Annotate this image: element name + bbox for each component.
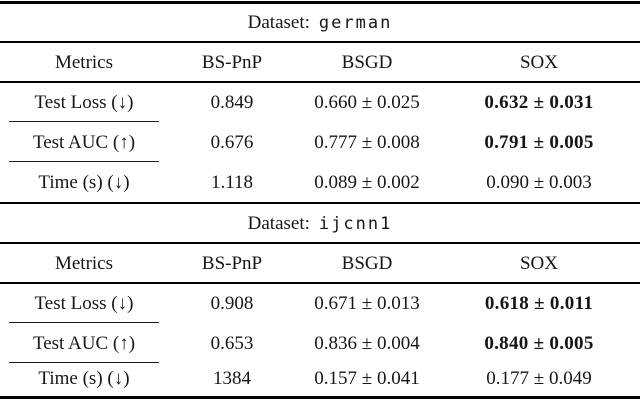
metric-label: Test Loss (↓) [34, 293, 134, 314]
table-row-test-auc-ijcnn1: Test AUC (↑) 0.653 0.836 ± 0.004 0.840 ±… [0, 324, 640, 364]
metric-label: Time (s) (↓) [38, 368, 130, 389]
rule-below-header-ijcnn1 [0, 282, 640, 284]
value-sox-best: 0.791 ± 0.005 [484, 132, 594, 153]
rule-below-dataset-german [0, 41, 640, 43]
metric-label: Test Loss (↓) [34, 92, 134, 113]
value-bsgd: 0.660 ± 0.025 [314, 92, 420, 113]
value-bsgd: 0.777 ± 0.008 [314, 132, 420, 153]
table-row-time-german: Time (s) (↓) 1.118 0.089 ± 0.002 0.090 ±… [0, 163, 640, 203]
dataset-title-ijcnn1: Dataset: ijcnn1 [0, 204, 640, 243]
value-bs-pnp: 0.676 [210, 132, 254, 153]
cline-test-auc-german [9, 161, 159, 163]
value-bsgd: 0.836 ± 0.004 [314, 333, 420, 354]
table-row-test-auc-german: Test AUC (↑) 0.676 0.777 ± 0.008 0.791 ±… [0, 123, 640, 163]
value-sox: 0.177 ± 0.049 [486, 368, 592, 389]
column-header-metrics: Metrics [54, 51, 114, 73]
value-bs-pnp: 1384 [213, 368, 251, 389]
table-row-test-loss-german: Test Loss (↓) 0.849 0.660 ± 0.025 0.632 … [0, 83, 640, 123]
value-bs-pnp: 1.118 [210, 172, 254, 193]
value-bs-pnp: 0.908 [210, 293, 254, 314]
cline-test-loss-ijcnn1 [9, 322, 159, 324]
value-bsgd: 0.089 ± 0.002 [314, 172, 420, 193]
metric-label: Time (s) (↓) [38, 172, 130, 193]
value-sox-best: 0.632 ± 0.031 [484, 92, 594, 113]
cline-test-auc-ijcnn1 [9, 362, 159, 364]
table-row-time-ijcnn1: Time (s) (↓) 1384 0.157 ± 0.041 0.177 ± … [0, 361, 640, 397]
value-bsgd: 0.671 ± 0.013 [314, 293, 420, 314]
header-row-german: Metrics BS-PnP BSGD SOX [0, 43, 640, 82]
dataset-label: Dataset: [247, 11, 310, 33]
column-header-bs-pnp: BS-PnP [201, 252, 263, 274]
value-bsgd: 0.157 ± 0.041 [314, 368, 420, 389]
dataset-label: Dataset: [247, 212, 310, 234]
dataset-name-german: german [318, 12, 393, 33]
value-bs-pnp: 0.849 [210, 92, 254, 113]
column-header-bsgd: BSGD [341, 51, 393, 73]
rule-below-dataset-ijcnn1 [0, 242, 640, 244]
column-header-sox: SOX [519, 51, 558, 73]
value-sox-best: 0.618 ± 0.011 [484, 293, 594, 314]
metric-label: Test AUC (↑) [32, 132, 136, 153]
table-row-test-loss-ijcnn1: Test Loss (↓) 0.908 0.671 ± 0.013 0.618 … [0, 284, 640, 324]
dataset-title-german: Dataset: german [0, 3, 640, 42]
value-bs-pnp: 0.653 [210, 333, 254, 354]
bottom-rule [0, 396, 640, 399]
header-row-ijcnn1: Metrics BS-PnP BSGD SOX [0, 244, 640, 283]
cline-test-loss-german [9, 121, 159, 123]
value-sox: 0.090 ± 0.003 [486, 172, 592, 193]
column-header-bs-pnp: BS-PnP [201, 51, 263, 73]
column-header-bsgd: BSGD [341, 252, 393, 274]
value-sox-best: 0.840 ± 0.005 [484, 333, 594, 354]
metric-label: Test AUC (↑) [32, 333, 136, 354]
rule-below-table-german [0, 202, 640, 204]
column-header-sox: SOX [519, 252, 558, 274]
top-rule [0, 1, 640, 4]
dataset-name-ijcnn1: ijcnn1 [318, 213, 393, 234]
column-header-metrics: Metrics [54, 252, 114, 274]
rule-below-header-german [0, 81, 640, 83]
